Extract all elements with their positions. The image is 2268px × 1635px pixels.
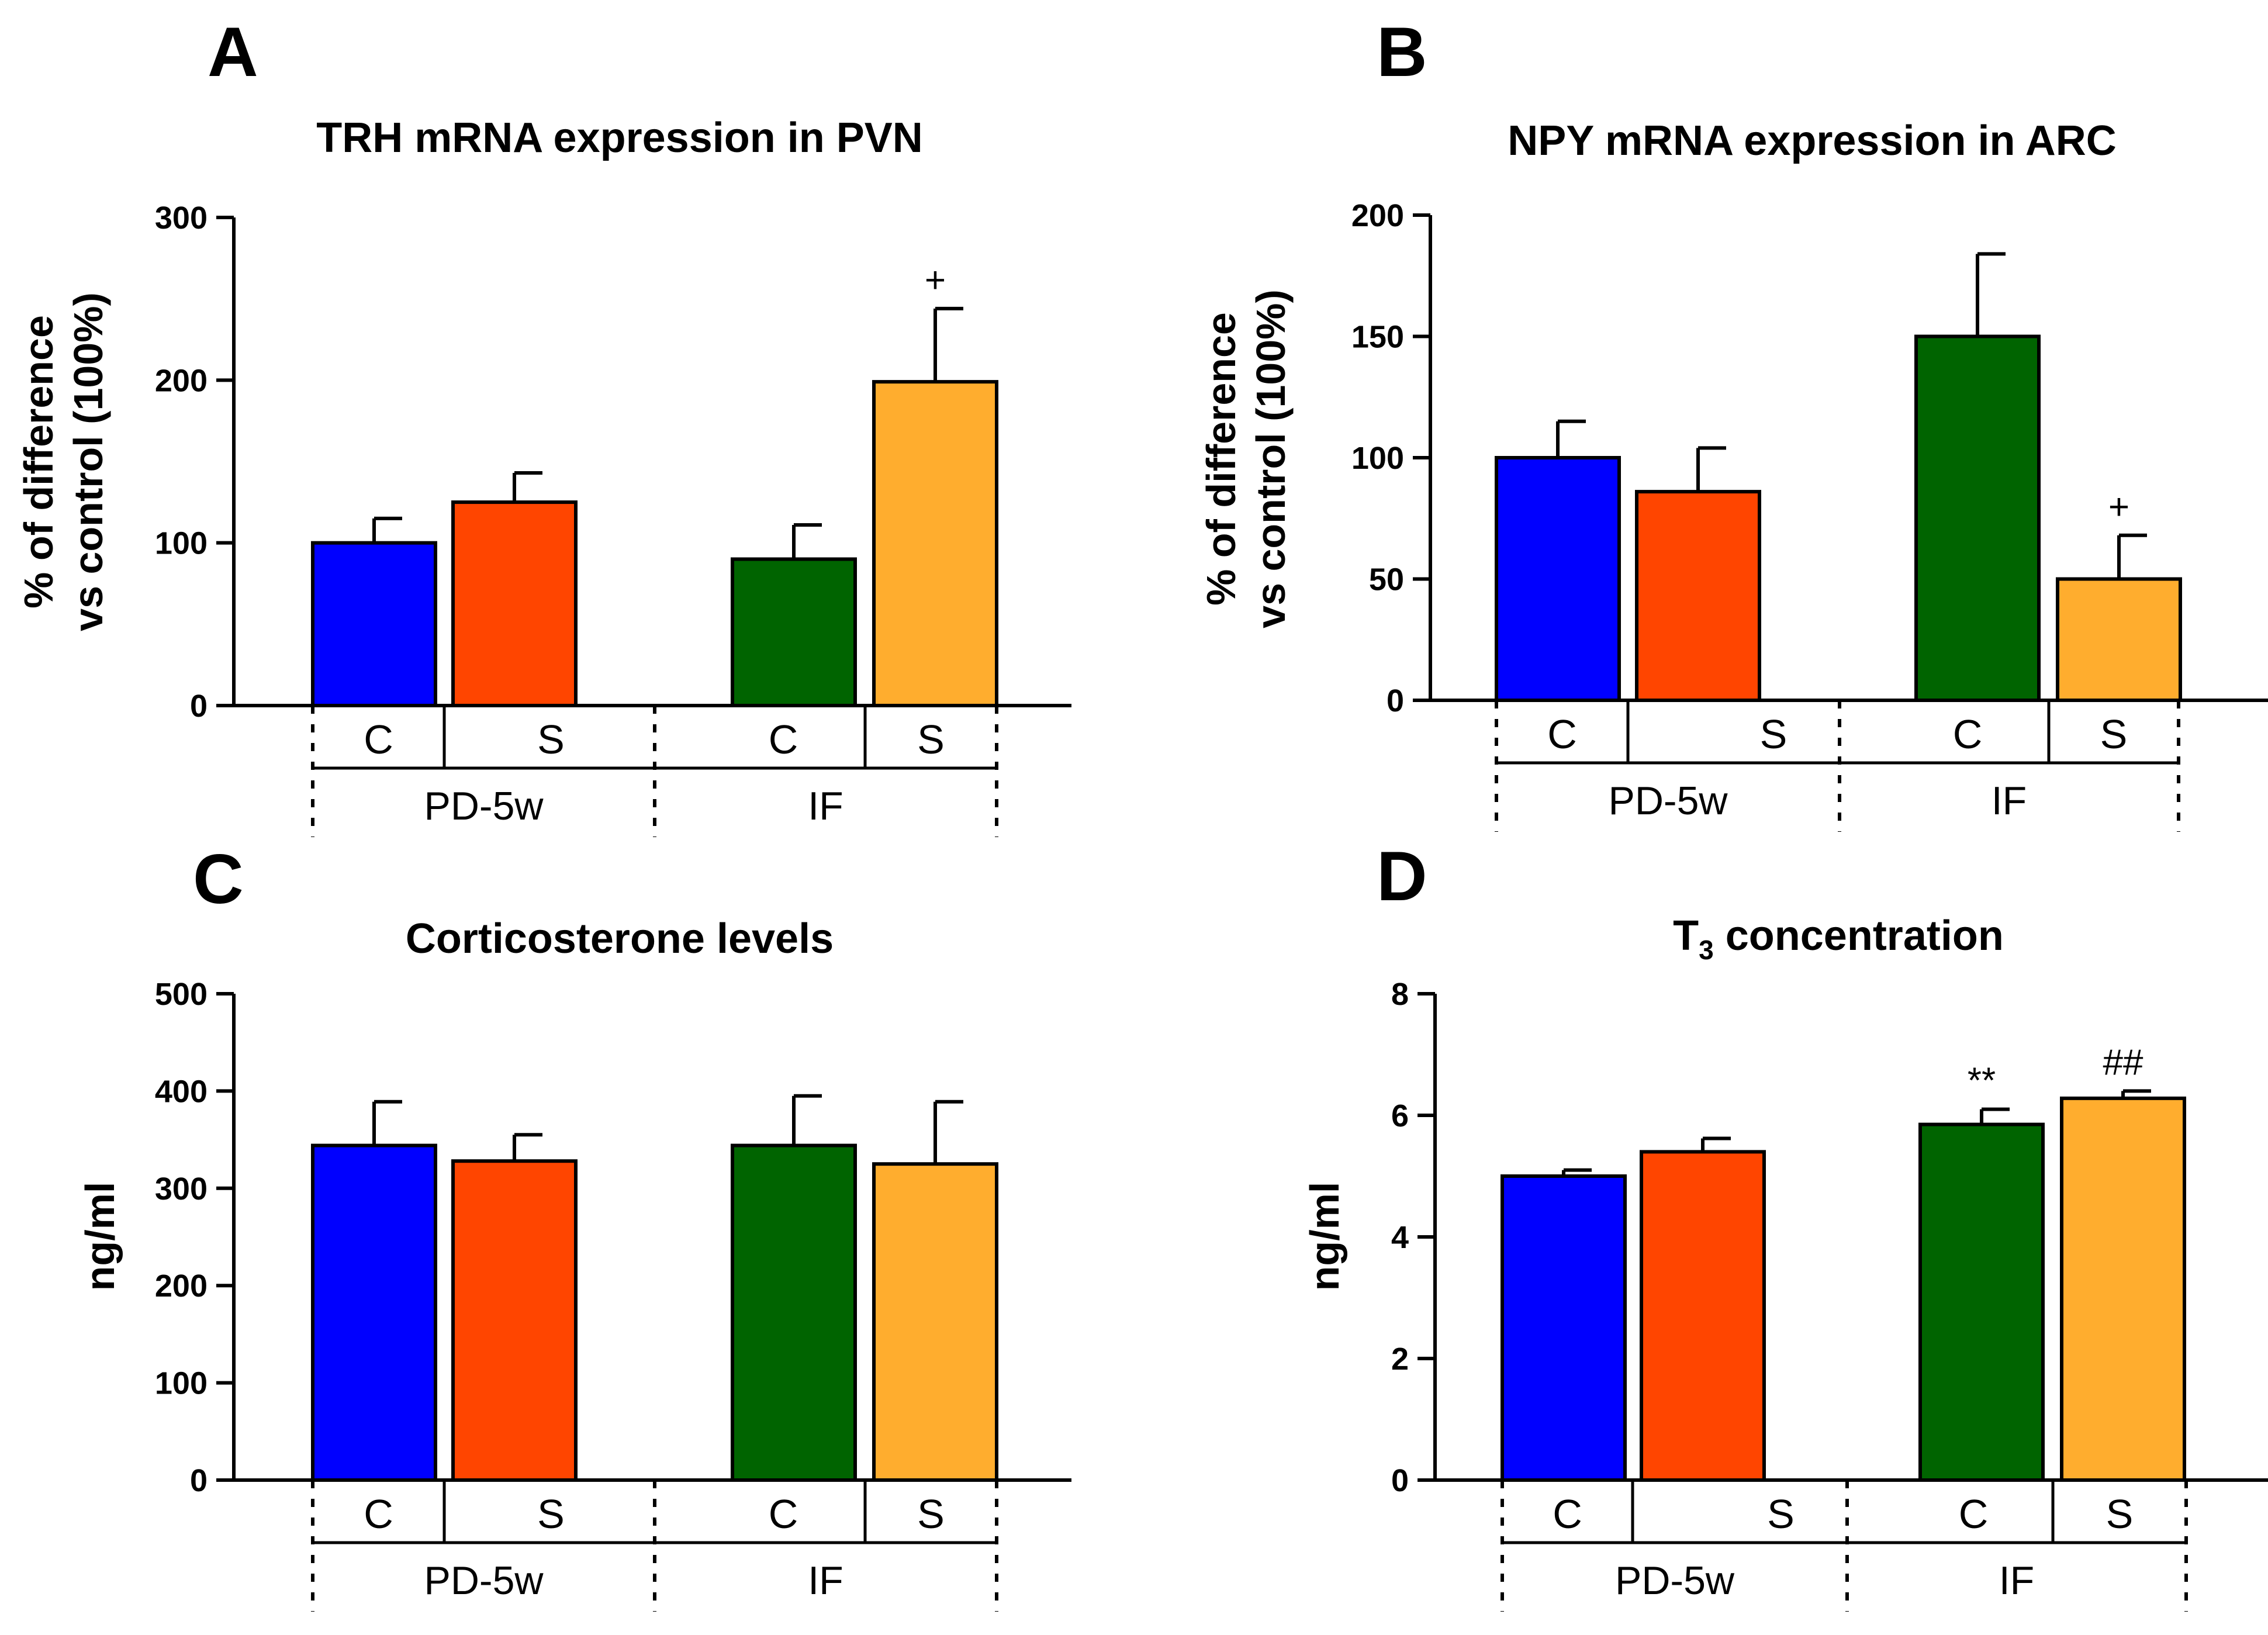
significance-marker: +	[925, 260, 946, 300]
y-tick-label: 500	[155, 977, 208, 1012]
bar-if-c	[731, 1143, 857, 1482]
chart-title-d-main: T	[1673, 912, 1699, 959]
y-axis-label: vs control (100%)	[65, 292, 111, 631]
chart-b: 0 50 100 150 200 % of difference vs control (1…	[1198, 198, 2268, 832]
x-category-label: C	[364, 1491, 393, 1537]
chart-title-d: T3 concentration	[1673, 912, 2004, 965]
x-category-label: C	[769, 717, 798, 762]
y-tick-label: 400	[155, 1074, 208, 1109]
significance-marker: +	[2108, 487, 2129, 527]
panel-b: B NPY mRNA expression in ARC 0 50 100 150 20…	[1198, 13, 2268, 832]
x-group-label: IF	[808, 1558, 843, 1603]
panel-letter-a: A	[208, 13, 258, 91]
y-tick-label: 200	[155, 1268, 208, 1304]
y-axis-label: % of difference	[1198, 312, 1244, 606]
x-category-label: C	[364, 717, 393, 762]
bar-pd-5w-s	[1635, 490, 1761, 702]
x-group-label: PD-5w	[424, 784, 544, 828]
y-tick-label: 100	[155, 1366, 208, 1401]
y-tick-label: 300	[155, 1171, 208, 1207]
y-tick-label: 0	[190, 1463, 208, 1498]
x-category-label: C	[1547, 711, 1577, 757]
x-category-label: S	[2106, 1491, 2134, 1537]
bar-if-s	[872, 380, 998, 707]
y-tick-label: 0	[1391, 1463, 1409, 1498]
chart-d: 0 2 4 6 8 ng/ml ** ## C S C S PD-5w IF	[1302, 977, 2268, 1612]
bar-if-s	[2060, 1096, 2186, 1482]
significance-marker: **	[1968, 1061, 1996, 1101]
x-category-label: C	[1953, 711, 1983, 757]
bar-if-c	[731, 557, 857, 707]
chart-title-c: Corticosterone levels	[406, 915, 834, 962]
bar-if-s	[2056, 577, 2182, 702]
bar-pd-5w-c	[311, 541, 437, 708]
x-category-label: S	[537, 1491, 565, 1537]
y-axis-label: ng/ml	[77, 1182, 123, 1291]
y-tick-label: 150	[1351, 320, 1404, 355]
y-tick-label: 200	[1351, 198, 1404, 233]
panel-letter-b: B	[1377, 13, 1427, 91]
x-group-label: PD-5w	[424, 1558, 544, 1603]
y-tick-label: 200	[155, 363, 208, 398]
significance-marker: ##	[2103, 1042, 2143, 1083]
x-group-label: IF	[808, 784, 843, 828]
chart-c: 0 100 200 300 400 500 ng/ml C S C S PD-5w IF	[77, 977, 1071, 1612]
x-group-label: IF	[1999, 1558, 2034, 1603]
y-tick-label: 300	[155, 201, 208, 236]
chart-title-d-subscript: 3	[1699, 935, 1714, 965]
bar-pd-5w-c	[311, 1143, 437, 1482]
x-category-label: S	[1760, 711, 1788, 757]
x-category-label: S	[1767, 1491, 1795, 1537]
chart-title-a: TRH mRNA expression in PVN	[316, 115, 923, 161]
bar-pd-5w-s	[451, 500, 578, 707]
x-category-label: S	[917, 717, 945, 762]
bar-if-s	[872, 1162, 998, 1482]
y-axis-label: % of difference	[16, 315, 61, 609]
y-tick-label: 2	[1391, 1342, 1409, 1377]
x-category-label: S	[917, 1491, 945, 1537]
x-category-label: C	[1959, 1491, 1989, 1537]
y-tick-label: 100	[155, 526, 208, 561]
y-tick-label: 4	[1391, 1220, 1409, 1255]
panel-letter-c: C	[193, 840, 244, 918]
y-tick-label: 100	[1351, 441, 1404, 476]
panel-d: D T3 concentration 0 2 4 6 8 ng/ml ** ## C S C S PD-…	[1302, 837, 2268, 1612]
bar-pd-5w-c	[1501, 1174, 1627, 1482]
x-group-label: PD-5w	[1608, 779, 1728, 823]
y-tick-label: 0	[1387, 683, 1404, 718]
x-category-label: S	[2100, 711, 2128, 757]
chart-a: 0 100 200 300 % of difference vs control (100…	[16, 201, 1071, 837]
bar-pd-5w-s	[1640, 1150, 1766, 1482]
x-category-label: S	[537, 717, 565, 762]
bar-pd-5w-s	[451, 1159, 578, 1482]
x-group-label: IF	[1992, 779, 2027, 823]
x-category-label: C	[769, 1491, 798, 1537]
chart-title-d-rest: concentration	[1714, 912, 2004, 959]
y-tick-label: 8	[1391, 977, 1409, 1012]
x-category-label: C	[1553, 1491, 1582, 1537]
y-tick-label: 6	[1391, 1098, 1409, 1133]
bar-if-c	[1918, 1122, 2045, 1482]
chart-title-b: NPY mRNA expression in ARC	[1508, 117, 2117, 164]
y-tick-label: 50	[1369, 562, 1404, 597]
panel-letter-d: D	[1377, 837, 1427, 915]
bar-pd-5w-c	[1495, 456, 1621, 702]
bar-if-c	[1914, 334, 2041, 702]
y-tick-label: 0	[190, 689, 208, 724]
y-axis-label: ng/ml	[1302, 1182, 1347, 1291]
x-group-label: PD-5w	[1615, 1558, 1735, 1603]
panel-c: C Corticosterone levels 0 100 200 300 400 500…	[77, 840, 1071, 1612]
y-axis-label: vs control (100%)	[1248, 289, 1294, 628]
panel-a: A TRH mRNA expression in PVN 0 100 200 300%…	[16, 13, 1071, 837]
